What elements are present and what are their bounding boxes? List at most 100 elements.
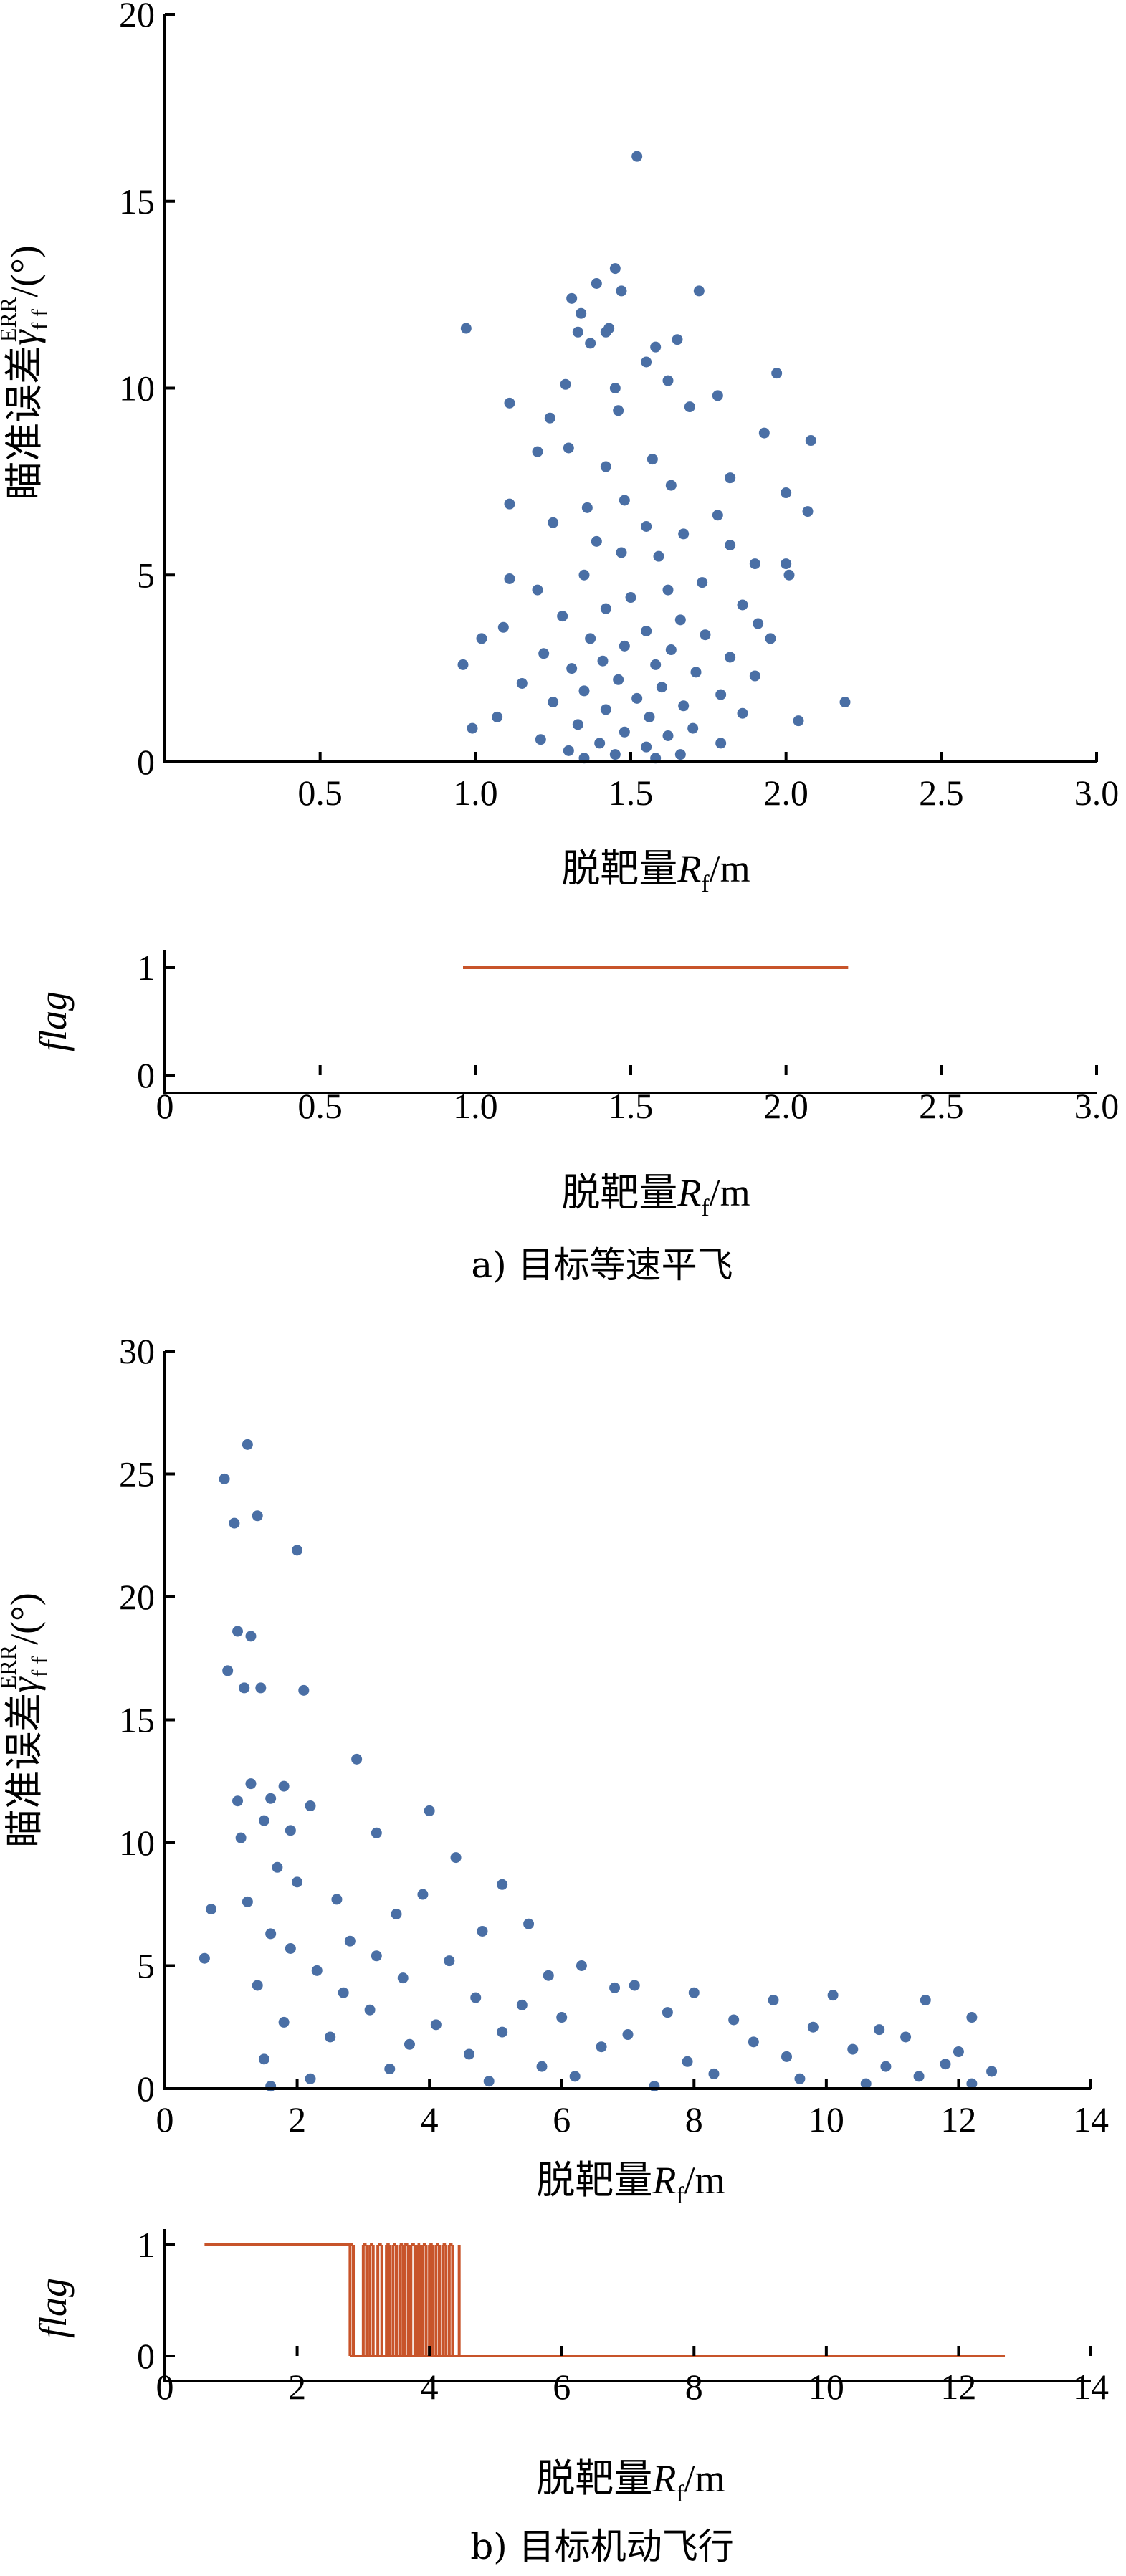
panel-a-flag-x-tick-label: 3.0 xyxy=(1074,1086,1120,1126)
panel-a-y-tick-label: 0 xyxy=(137,742,155,782)
panel-a-data-point xyxy=(572,326,583,338)
x-label-unit: /m xyxy=(710,1171,750,1214)
panel-b-data-point xyxy=(344,1935,356,1947)
panel-a-flag-x-axis-label: 脱靶量Rf/m xyxy=(561,1170,750,1221)
panel-b-data-point xyxy=(199,1952,210,1964)
x-label-main: 脱靶量 xyxy=(536,2456,652,2501)
panel-a-caption: a) 目标等速平飞 xyxy=(471,1244,733,1286)
panel-a-data-point xyxy=(600,704,611,715)
panel-a-data-point xyxy=(557,611,568,622)
panel-b-data-point xyxy=(397,1972,409,1984)
panel-b-data-point xyxy=(953,2046,964,2058)
panel-a-data-point xyxy=(566,292,578,304)
panel-b-data-point xyxy=(900,2031,912,2043)
panel-a-y-tick-label: 15 xyxy=(119,181,155,221)
panel-b-data-point xyxy=(305,1800,316,1812)
panel-b-data-point xyxy=(986,2066,998,2077)
panel-b-data-point xyxy=(285,1825,296,1836)
panel-a-data-point xyxy=(650,659,662,670)
panel-a-data-point xyxy=(548,697,559,708)
panel-a-data-point xyxy=(619,640,630,652)
panel-a-data-point xyxy=(656,682,667,693)
panel-b-flag-x-tick-label: 4 xyxy=(421,2367,439,2407)
panel-a-data-point xyxy=(783,569,795,581)
panel-a-flag-x-tick-label: 1.5 xyxy=(609,1086,654,1126)
panel-b-data-point xyxy=(708,2068,720,2079)
y-label-unit: /(°) xyxy=(3,1593,46,1645)
panel-a-flag-x-tick-label: 2.5 xyxy=(919,1086,964,1126)
panel-a-flag-x-ticks: 0 0.5 1.0 1.5 2.0 2.5 3.0 xyxy=(156,1065,1120,1126)
panel-b-data-point xyxy=(682,2056,693,2067)
panel-b-data-point xyxy=(298,1684,310,1696)
panel-a-data-point xyxy=(641,625,652,636)
panel-b-data-point xyxy=(331,1894,343,1905)
panel-b-data-point xyxy=(325,2031,336,2043)
panel-b-data-point xyxy=(576,1960,587,1971)
panel-a-data-point xyxy=(781,487,792,499)
panel-a-data-point xyxy=(715,738,727,749)
panel-a-data-point xyxy=(532,446,543,457)
panel-a-data-point xyxy=(563,745,574,756)
panel-a-data-point xyxy=(684,401,695,413)
panel-b-data-point xyxy=(242,1896,253,1907)
panel-a-data-point xyxy=(665,480,677,491)
panel-b-data-point xyxy=(232,1795,244,1807)
panel-a-data-point xyxy=(725,472,736,484)
panel-a-data-point xyxy=(631,151,643,162)
panel-b-data-point xyxy=(371,1827,382,1838)
panel-b-data-point xyxy=(543,1970,554,1981)
panel-b-y-ticks: 0 5 10 15 20 25 30 xyxy=(119,1331,175,2109)
x-label-var: R xyxy=(652,2159,676,2202)
panel-a-data-point xyxy=(609,749,621,760)
x-label-unit: /m xyxy=(684,2159,725,2202)
panel-a-x-ticks: 0.5 1.0 1.5 2.0 2.5 3.0 xyxy=(297,752,1119,813)
panel-a-flag-y-ticks: 01 xyxy=(137,948,175,1095)
panel-a-data-point xyxy=(467,722,478,734)
panel-a-y-tick-label: 20 xyxy=(119,0,155,34)
y-label-sub: f f xyxy=(27,1656,52,1678)
panel-a-scatter: 0.5 1.0 1.5 2.0 2.5 3.0 0 5 10 15 20 脱靶量Rf/m 瞄准误差… xyxy=(0,0,1119,897)
panel-a-data-point xyxy=(594,738,606,749)
panel-a-data-point xyxy=(497,621,509,633)
panel-a-data-point xyxy=(585,633,596,644)
panel-a-data-point xyxy=(576,307,587,319)
x-label-main: 脱靶量 xyxy=(561,1170,677,1215)
panel-b-flag-lines xyxy=(204,2243,1006,2357)
panel-a-data-point xyxy=(674,749,686,760)
y-label-main: 瞄准误差 xyxy=(1,345,47,500)
panel-a-data-point xyxy=(457,659,469,670)
panel-b-data-point xyxy=(222,1665,234,1676)
panel-a-data-point xyxy=(674,614,686,626)
panel-b-data-point xyxy=(966,2078,978,2089)
panel-a-flag-x-tick-label: 1.0 xyxy=(453,1086,498,1126)
panel-a-data-point xyxy=(672,334,683,345)
panel-b-flag-y-label: flag xyxy=(32,2278,75,2338)
panel-b-data-point xyxy=(748,2036,759,2048)
panel-b-data-point xyxy=(206,1904,217,1915)
panel-b-flag-y-ticks: 01 xyxy=(137,2225,175,2376)
panel-b-data-point xyxy=(351,1753,363,1765)
panel-b-data-point xyxy=(728,2014,740,2026)
panel-b-data-point xyxy=(609,1982,621,1993)
panel-b-x-tick-label: 4 xyxy=(421,2099,439,2139)
panel-a-data-point xyxy=(609,383,621,393)
panel-b-flag-y-tick-label: 0 xyxy=(137,2336,155,2376)
panel-b-data-point xyxy=(417,1889,429,1900)
panel-b-data-point xyxy=(265,1793,277,1804)
panel-a-x-tick-label: 1.5 xyxy=(609,773,654,813)
panel-a-data-point xyxy=(678,700,690,712)
panel-a-data-point xyxy=(805,435,816,447)
panel-b-data-point xyxy=(913,2071,925,2082)
panel-b-x-tick-label: 10 xyxy=(808,2099,844,2139)
panel-a-flag-y-tick-label: 1 xyxy=(137,948,155,988)
panel-a-flag: 0 0.5 1.0 1.5 2.0 2.5 3.0 01 flag 脱靶量Rf/m a) 目… xyxy=(32,948,1119,1286)
panel-a-data-point xyxy=(504,573,515,584)
panel-a-data-point xyxy=(581,502,593,513)
panel-a-data-point xyxy=(560,378,571,390)
panel-b-data-point xyxy=(516,1999,528,2010)
panel-a-data-point xyxy=(665,644,677,656)
panel-b-data-point xyxy=(536,2061,548,2072)
panel-a-data-point xyxy=(619,495,630,506)
panel-b-data-point xyxy=(768,1995,779,2006)
panel-b-data-point xyxy=(483,2076,495,2087)
